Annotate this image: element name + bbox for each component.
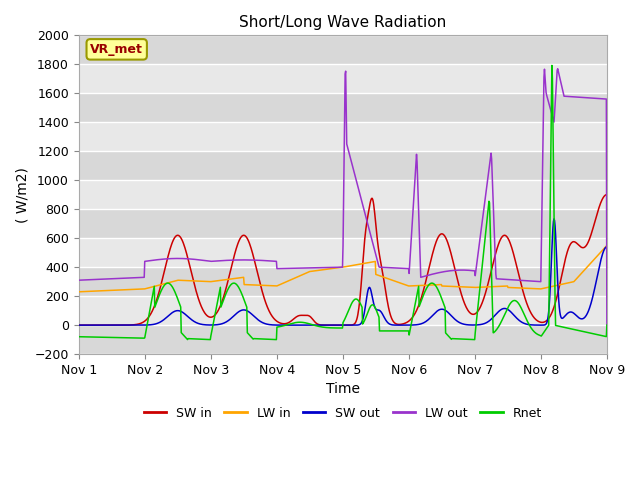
Bar [79,238,607,267]
Bar [79,151,607,180]
Bar [79,267,607,296]
Bar [79,296,607,325]
Text: VR_met: VR_met [90,43,143,56]
Bar [79,64,607,93]
Bar [79,325,607,354]
Legend: SW in, LW in, SW out, LW out, Rnet: SW in, LW in, SW out, LW out, Rnet [138,402,547,425]
Bar [79,36,607,64]
Bar [79,122,607,151]
X-axis label: Time: Time [326,383,360,396]
Title: Short/Long Wave Radiation: Short/Long Wave Radiation [239,15,446,30]
Y-axis label: ( W/m2): ( W/m2) [15,167,29,223]
Bar [79,180,607,209]
Bar [79,209,607,238]
Bar [79,93,607,122]
